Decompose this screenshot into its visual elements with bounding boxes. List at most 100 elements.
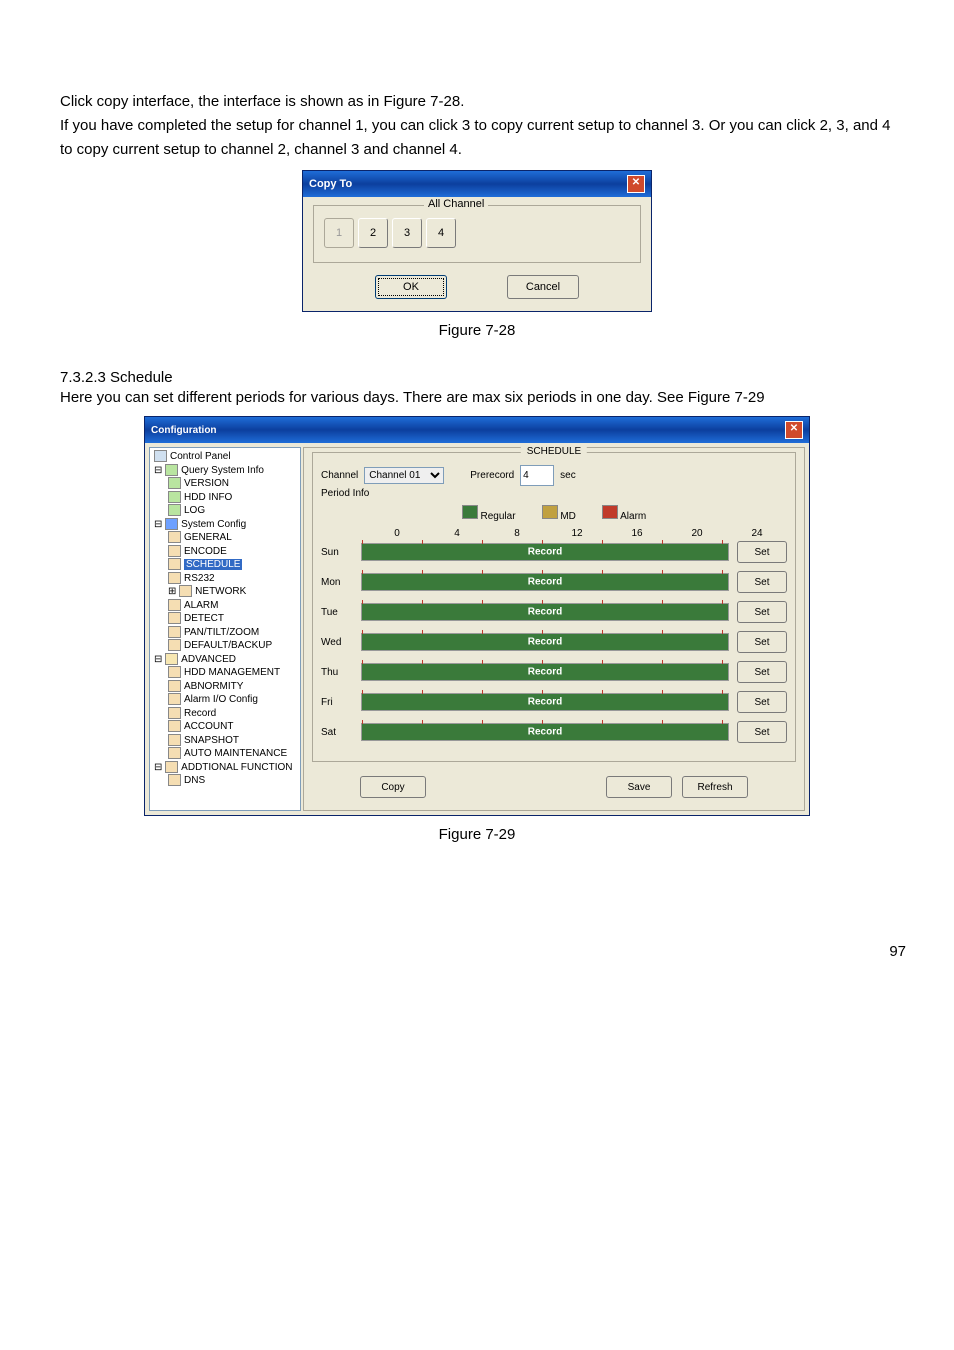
channel-button-1[interactable]: 1 — [324, 218, 354, 248]
tree-item-additional-function[interactable]: ADDTIONAL FUNCTION — [181, 762, 292, 773]
day-label: Tue — [321, 607, 361, 618]
tree-item-general[interactable]: GENERAL — [184, 532, 232, 543]
period-info-label: Period Info — [321, 488, 369, 499]
tree-item-record[interactable]: Record — [184, 708, 216, 719]
prerecord-label: Prerecord — [470, 470, 514, 481]
figure-caption: Figure 7-28 — [60, 322, 894, 339]
section-heading: 7.3.2.3 Schedule — [60, 369, 894, 386]
channel-button-2[interactable]: 2 — [358, 218, 388, 248]
set-button[interactable]: Set — [737, 691, 787, 713]
paragraph: If you have completed the setup for chan… — [60, 114, 894, 162]
all-channel-group: All Channel 1234 — [313, 205, 641, 263]
day-label: Sun — [321, 547, 361, 558]
md-swatch — [542, 505, 558, 519]
configuration-window: Configuration ✕ Control Panel ⊟ Query Sy… — [144, 416, 810, 816]
tree-item-abnormity[interactable]: ABNORMITY — [184, 681, 243, 692]
alarm-label: Alarm — [620, 511, 646, 522]
copy-to-dialog: Copy To ✕ All Channel 1234 OK Cancel — [302, 170, 652, 312]
schedule-bar[interactable]: Record — [361, 603, 729, 621]
tree-item-ptz[interactable]: PAN/TILT/ZOOM — [184, 627, 259, 638]
record-label: Record — [528, 547, 562, 558]
schedule-bar[interactable]: Record — [361, 693, 729, 711]
tree-item-system-config[interactable]: System Config — [181, 519, 246, 530]
day-row-mon: MonRecord Set — [321, 571, 787, 593]
tree-item-version[interactable]: VERSION — [184, 478, 229, 489]
channel-label: Channel — [321, 470, 358, 481]
axis-tick: 4 — [427, 528, 487, 539]
copy-to-title: Copy To — [309, 178, 352, 190]
figure-caption: Figure 7-29 — [60, 826, 894, 843]
tree-item-encode[interactable]: ENCODE — [184, 546, 227, 557]
set-button[interactable]: Set — [737, 721, 787, 743]
axis-tick: 12 — [547, 528, 607, 539]
schedule-legend: SCHEDULE — [521, 446, 587, 457]
record-label: Record — [528, 607, 562, 618]
axis-tick: 24 — [727, 528, 787, 539]
alarm-swatch — [602, 505, 618, 519]
set-button[interactable]: Set — [737, 601, 787, 623]
axis-tick: 8 — [487, 528, 547, 539]
configuration-title: Configuration — [151, 425, 217, 436]
schedule-bar[interactable]: Record — [361, 663, 729, 681]
set-button[interactable]: Set — [737, 541, 787, 563]
tree-item-advanced[interactable]: ADVANCED — [181, 654, 236, 665]
schedule-bar[interactable]: Record — [361, 543, 729, 561]
tree-item-default-backup[interactable]: DEFAULT/BACKUP — [184, 640, 272, 651]
ok-button[interactable]: OK — [375, 275, 447, 299]
day-label: Mon — [321, 577, 361, 588]
day-row-thu: ThuRecord Set — [321, 661, 787, 683]
schedule-bar[interactable]: Record — [361, 723, 729, 741]
day-label: Thu — [321, 667, 361, 678]
refresh-button[interactable]: Refresh — [682, 776, 748, 798]
close-icon[interactable]: ✕ — [627, 175, 645, 193]
cancel-button[interactable]: Cancel — [507, 275, 579, 299]
channel-select[interactable]: Channel 01 — [364, 467, 444, 484]
record-label: Record — [528, 637, 562, 648]
set-button[interactable]: Set — [737, 631, 787, 653]
nav-tree[interactable]: Control Panel ⊟ Query System Info VERSIO… — [149, 447, 301, 811]
day-label: Wed — [321, 637, 361, 648]
page-number: 97 — [0, 913, 954, 980]
tree-item-hdd-management[interactable]: HDD MANAGEMENT — [184, 667, 280, 678]
record-label: Record — [528, 727, 562, 738]
paragraph: Click copy interface, the interface is s… — [60, 90, 894, 114]
channel-button-4[interactable]: 4 — [426, 218, 456, 248]
channel-button-3[interactable]: 3 — [392, 218, 422, 248]
day-row-fri: FriRecordSet — [321, 691, 787, 713]
tree-item-rs232[interactable]: RS232 — [184, 573, 215, 584]
tree-item-auto-maintenance[interactable]: AUTO MAINTENANCE — [184, 748, 287, 759]
tree-item-snapshot[interactable]: SNAPSHOT — [184, 735, 239, 746]
schedule-group: SCHEDULE Channel Channel 01 Prerecord se… — [312, 452, 796, 762]
sec-label: sec — [560, 470, 576, 481]
prerecord-input[interactable] — [520, 465, 554, 486]
paragraph: Here you can set different periods for v… — [60, 386, 894, 410]
schedule-bar[interactable]: Record — [361, 573, 729, 591]
save-button[interactable]: Save — [606, 776, 672, 798]
tree-item-hdd-info[interactable]: HDD INFO — [184, 492, 232, 503]
tree-item-network[interactable]: NETWORK — [195, 586, 246, 597]
record-label: Record — [528, 697, 562, 708]
tree-item-dns[interactable]: DNS — [184, 775, 205, 786]
tree-item-query-system-info[interactable]: Query System Info — [181, 465, 264, 476]
tree-item-schedule[interactable]: SCHEDULE — [184, 559, 242, 570]
set-button[interactable]: Set — [737, 571, 787, 593]
day-row-sun: Sun Record Set — [321, 541, 787, 563]
tree-item-alarm[interactable]: ALARM — [184, 600, 218, 611]
axis-tick: 0 — [367, 528, 427, 539]
tree-item-log[interactable]: LOG — [184, 505, 205, 516]
day-row-tue: Tue Record Set — [321, 601, 787, 623]
md-label: MD — [560, 511, 576, 522]
all-channel-legend: All Channel — [424, 198, 488, 210]
copy-button[interactable]: Copy — [360, 776, 426, 798]
configuration-titlebar: Configuration ✕ — [145, 417, 809, 443]
tree-item-account[interactable]: ACCOUNT — [184, 721, 233, 732]
tree-item-alarm-io-config[interactable]: Alarm I/O Config — [184, 694, 258, 705]
copy-to-titlebar: Copy To ✕ — [303, 171, 651, 197]
set-button[interactable]: Set — [737, 661, 787, 683]
regular-swatch — [462, 505, 478, 519]
close-icon[interactable]: ✕ — [785, 421, 803, 439]
axis-tick: 16 — [607, 528, 667, 539]
schedule-bar[interactable]: Record — [361, 633, 729, 651]
tree-item-detect[interactable]: DETECT — [184, 613, 224, 624]
tree-item-control-panel[interactable]: Control Panel — [170, 451, 231, 462]
